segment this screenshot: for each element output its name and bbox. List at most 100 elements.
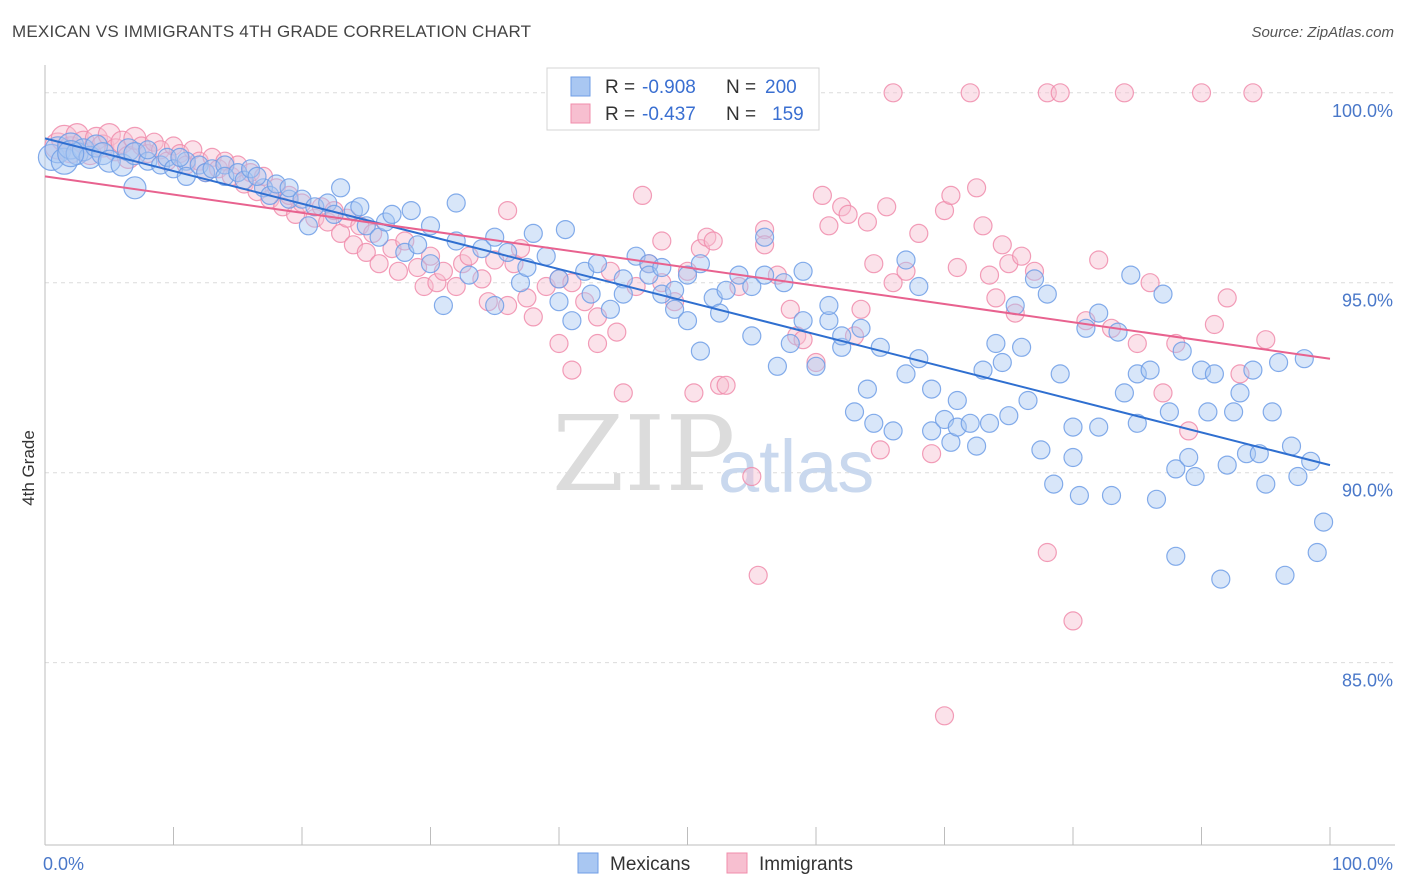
mexicans-point-123 [999, 406, 1019, 426]
immigrants-point-128 [1011, 246, 1032, 266]
immigrants-point-130 [1037, 542, 1057, 563]
immigrants-point-138 [1127, 333, 1147, 354]
immigrants-point-92 [716, 375, 736, 395]
immigrants-point-105 [838, 204, 858, 224]
mexicans-point-32 [279, 178, 299, 198]
mexicans-point-137 [1089, 303, 1109, 323]
mexicans-point-133 [1063, 447, 1083, 468]
immigrants-point-49 [369, 254, 389, 274]
mexicans-point-60 [523, 223, 543, 243]
y-tick-label-0: 85.0% [1342, 671, 1393, 691]
mexicans-point-139 [1108, 322, 1128, 342]
mexicans-point-77 [664, 299, 685, 319]
mexicans-point-167 [1281, 436, 1302, 456]
mexicans-point-105 [870, 337, 890, 357]
mexicans-point-94 [793, 311, 813, 331]
mexicans-point-163 [1256, 474, 1276, 494]
immigrants-point-95 [748, 565, 768, 585]
immigrants-point-145 [1217, 288, 1237, 308]
immigrants-point-121 [966, 178, 987, 198]
mexicans-point-84 [709, 303, 730, 323]
bottom-legend: Mexicans Immigrants [577, 852, 853, 875]
immigrants-point-141 [1166, 333, 1186, 354]
immigrants-point-15 [144, 132, 164, 152]
mexicans-point-108 [896, 250, 916, 270]
mexicans-point-69 [600, 299, 621, 319]
legend-swatch-pink [570, 103, 591, 124]
mexicans-point-168 [1288, 466, 1308, 487]
immigrants-point-113 [883, 273, 903, 293]
mexicans-point-124 [1005, 295, 1025, 316]
mexicans-point-96 [806, 356, 826, 376]
immigrants-point-94 [742, 466, 762, 487]
y-tick-label-1: 90.0% [1342, 481, 1393, 501]
mexicans-point-164 [1262, 402, 1282, 422]
mexicans-point-25 [228, 163, 248, 183]
watermark-zip: ZIP [552, 393, 735, 515]
mexicans-point-79 [677, 311, 698, 331]
legend-n-label-pink: N = [726, 104, 756, 125]
y-tick-labels: 85.0% 90.0% 95.0% 100.0% [1332, 101, 1393, 691]
immigrants-point-61 [472, 269, 492, 289]
mexicans-point-46 [401, 201, 421, 221]
legend-r-label-pink: R = [605, 104, 635, 125]
immigrants-point-72 [562, 360, 582, 380]
x-tick-labels: 0.0% 100.0% [43, 854, 1393, 874]
legend-r-value-pink: -0.437 [642, 104, 696, 125]
mexicans-point-65 [562, 311, 582, 331]
immigrants-point-81 [632, 185, 653, 205]
x-tick-label-1: 100.0% [1332, 854, 1393, 874]
mexicans-point-165 [1268, 352, 1289, 373]
mexicans-point-34 [298, 216, 318, 236]
mexicans-point-134 [1069, 485, 1090, 506]
immigrants-point-116 [921, 444, 942, 464]
mexicans-point-44 [382, 204, 402, 224]
bottom-legend-label-mexicans: Mexicans [610, 854, 690, 875]
bottom-legend-label-immigrants: Immigrants [759, 854, 853, 875]
mexicans-point-111 [921, 379, 942, 399]
x-tick-label-0: 0.0% [43, 854, 84, 874]
mexicans-point-157 [1217, 455, 1237, 475]
mexicans-point-136 [1089, 417, 1109, 437]
mexicans-point-130 [1044, 474, 1064, 494]
immigrants-point-68 [523, 307, 543, 327]
legend-frame [546, 67, 820, 131]
mexicans-point-85 [716, 280, 736, 300]
mexicans-point-132 [1063, 417, 1083, 437]
immigrants-point-150 [498, 201, 518, 221]
immigrants-point-149 [934, 706, 955, 726]
mexicans-point-76 [652, 257, 672, 278]
mexicans-point-75 [652, 284, 672, 304]
mexicans-point-141 [1121, 265, 1141, 285]
immigrants-point-125 [992, 235, 1012, 255]
mexicans-point-106 [883, 421, 903, 441]
mexicans-point-154 [1198, 402, 1218, 422]
mexicans-point-57 [498, 242, 518, 262]
mexicans-point-103 [857, 379, 878, 399]
mexicans-point-128 [1031, 440, 1051, 460]
mexicans-point-176 [247, 166, 267, 186]
mexicans-point-169 [1294, 349, 1314, 369]
mexicans-point-122 [992, 352, 1012, 373]
watermark-atlas: atlas [718, 425, 874, 508]
mexicans-point-89 [754, 265, 775, 285]
mexicans-point-170 [1301, 451, 1321, 471]
immigrants-point-109 [864, 254, 884, 274]
immigrants-point-135 [1089, 250, 1109, 270]
y-axis-title: 4th Grade [19, 430, 38, 506]
immigrants-point-56 [427, 273, 447, 293]
legend-box: R = -0.908 N = 200 R = -0.437 N = 159 [546, 67, 820, 131]
immigrants-point-114 [896, 261, 916, 281]
mexicans-point-55 [485, 227, 505, 247]
immigrants-point-54 [414, 276, 434, 297]
immigrants-point-18 [163, 136, 184, 156]
mexicans-point-80 [677, 265, 698, 285]
mexicans-point-125 [1011, 337, 1032, 357]
immigrants-point-124 [986, 288, 1006, 308]
immigrants-point-120 [960, 83, 980, 103]
mexicans-point-90 [754, 227, 775, 247]
mexicans-point-11 [116, 138, 141, 162]
mexicans-point-119 [973, 360, 993, 380]
mexicans-point-140 [1114, 383, 1135, 403]
immigrants-point-87 [684, 383, 704, 403]
